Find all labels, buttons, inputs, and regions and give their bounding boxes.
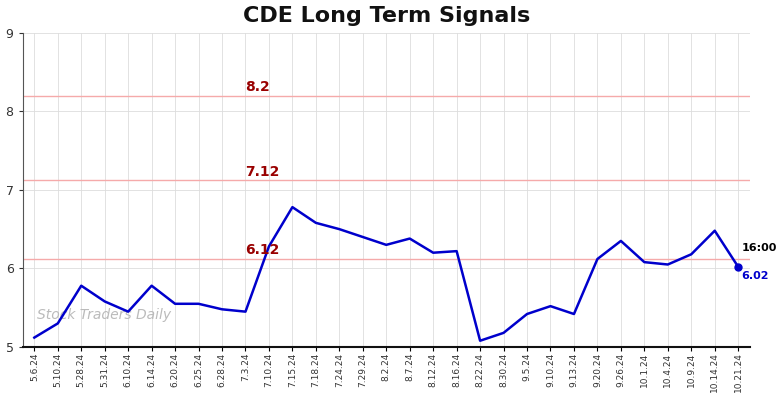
Text: 8.2: 8.2	[245, 80, 270, 94]
Text: 6.02: 6.02	[742, 271, 769, 281]
Text: 16:00: 16:00	[742, 243, 777, 253]
Text: 7.12: 7.12	[245, 165, 280, 179]
Text: Stock Traders Daily: Stock Traders Daily	[37, 308, 171, 322]
Title: CDE Long Term Signals: CDE Long Term Signals	[242, 6, 530, 25]
Text: 6.12: 6.12	[245, 243, 280, 257]
